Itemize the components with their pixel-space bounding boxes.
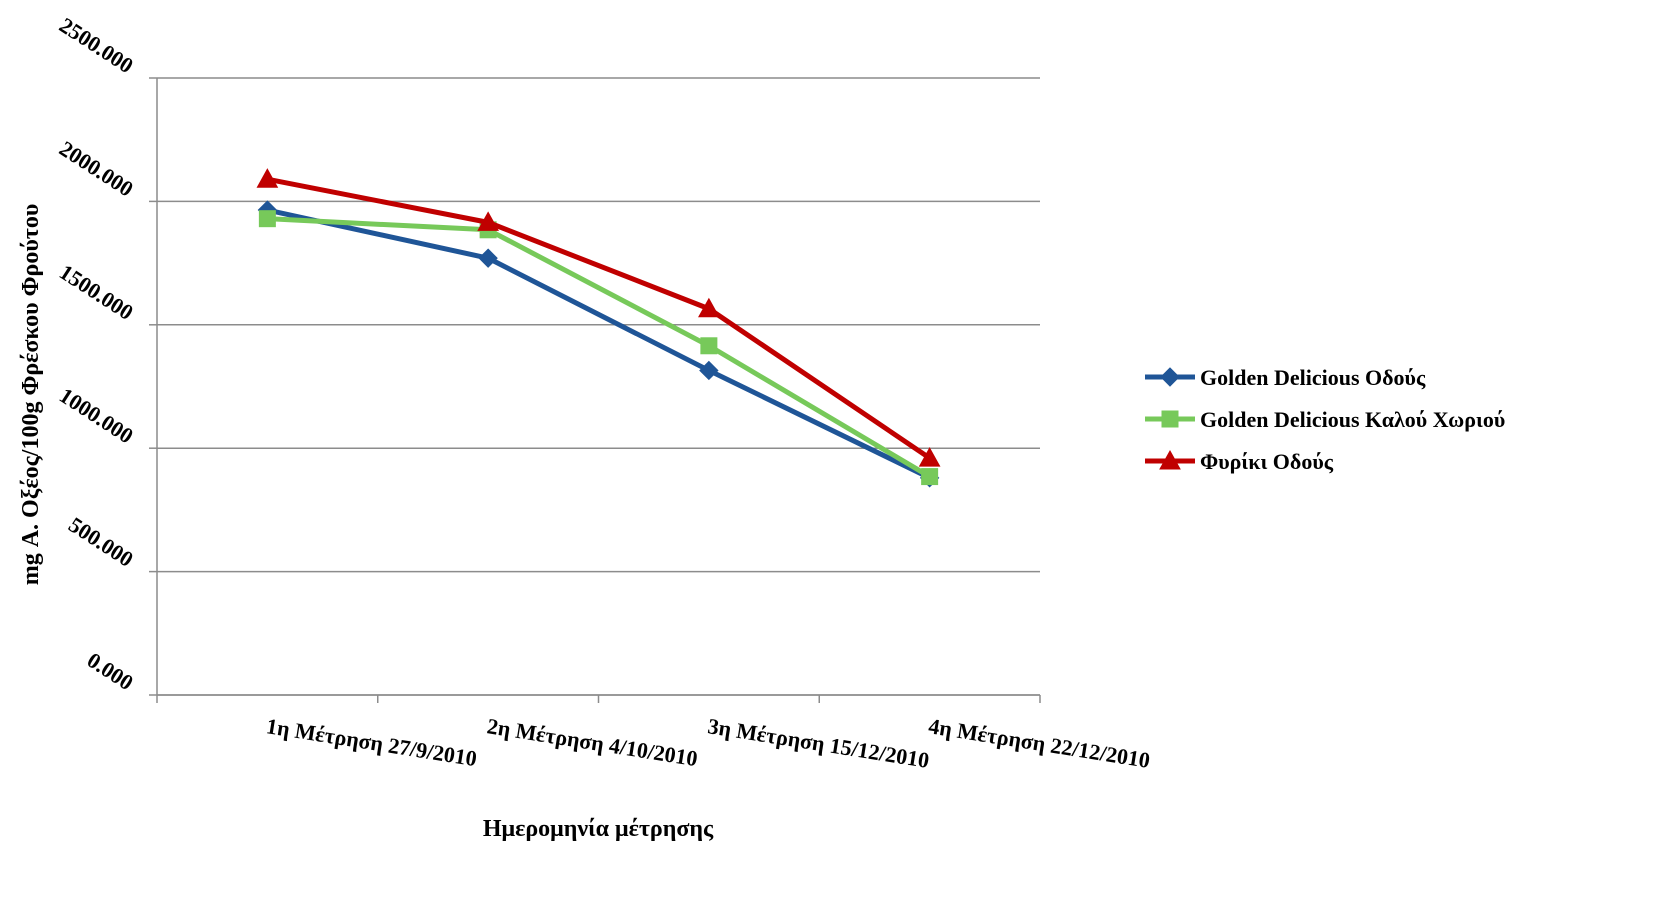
legend-item: Golden Delicious Καλού Χωριού <box>1145 407 1505 432</box>
x-tick-label: 3η Μέτρηση 15/12/2010 <box>706 713 931 773</box>
data-point-marker <box>699 360 719 381</box>
y-tick-label: 2500.000 <box>55 12 138 78</box>
legend-item: Golden Delicious Οδούς <box>1145 365 1426 390</box>
data-point-marker <box>477 211 499 231</box>
series-line <box>267 216 931 479</box>
axes <box>149 77 1041 703</box>
data-point-marker <box>698 297 720 318</box>
y-tick-label: 500.000 <box>64 512 138 572</box>
data-point-marker <box>478 248 498 268</box>
x-tick-label: 4η Μέτρηση 22/12/2010 <box>927 713 1152 773</box>
data-point-marker <box>700 337 718 355</box>
y-tick-label: 0.000 <box>83 647 138 695</box>
data-point-marker <box>258 210 276 228</box>
legend-item: Φυρίκι Οδούς <box>1145 449 1334 474</box>
x-tick-label: 2η Μέτρηση 4/10/2010 <box>485 713 699 771</box>
y-tick-labels: 0.000 500.000 1000.000 1500.000 2000.000 2500… <box>55 12 138 695</box>
x-tick-labels: 1η Μέτρηση 27/9/2010 2η Μέτρηση 4/10/2010… <box>265 713 1152 773</box>
legend-label: Golden Delicious Οδούς <box>1200 365 1426 390</box>
series-lines <box>256 168 941 488</box>
y-tick-label: 1000.000 <box>55 382 138 448</box>
series-2 <box>258 210 939 486</box>
data-point-marker <box>1160 367 1180 387</box>
series-line <box>266 176 932 461</box>
x-tick-label: 1η Μέτρηση 27/9/2010 <box>265 713 479 771</box>
data-point-marker <box>256 168 279 188</box>
data-point-marker <box>1159 449 1181 470</box>
series-3 <box>256 168 941 467</box>
gridlines <box>157 77 1040 696</box>
data-point-marker <box>1161 410 1179 428</box>
legend-label: Φυρίκι Οδούς <box>1200 449 1334 474</box>
y-axis-title: mg Α. Οξέος/100g Φρέσκου Φρούτου <box>18 204 44 586</box>
data-point-marker <box>918 447 941 467</box>
series-1 <box>257 200 940 488</box>
y-tick-label: 2000.000 <box>55 136 138 202</box>
legend-label: Golden Delicious Καλού Χωριού <box>1200 407 1505 432</box>
legend: Golden Delicious Οδούς Golden Delicious Κ… <box>1145 365 1505 474</box>
y-tick-label: 1500.000 <box>55 259 138 325</box>
x-axis-title: Ημερομηνία μέτρησης <box>483 816 714 842</box>
series-line <box>266 207 931 481</box>
data-point-marker <box>921 468 939 486</box>
